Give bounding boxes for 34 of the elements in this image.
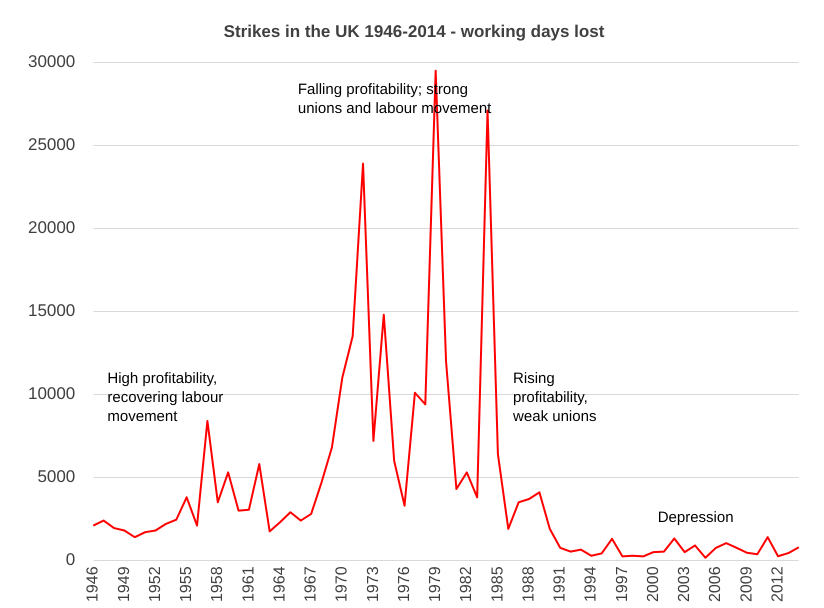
x-tick-label: 1949 (116, 566, 133, 602)
x-tick-label: 1961 (240, 566, 258, 602)
x-tick-label: 2012 (769, 566, 786, 602)
x-tick-label: 1952 (146, 566, 164, 602)
y-tick-label: 30000 (28, 52, 76, 72)
annotation: Depression (658, 509, 734, 526)
y-tick-label: 25000 (28, 135, 76, 154)
chart-title: Strikes in the UK 1946-2014 - working days lost (224, 22, 605, 41)
x-tick-label: 1976 (396, 566, 413, 602)
y-tick-label: 10000 (28, 384, 76, 404)
annotation: Rising profitability, weak unions (512, 370, 596, 425)
x-tick-label: 2000 (644, 566, 662, 602)
annotation: High profitability, recovering labour movement (107, 370, 224, 425)
x-tick-label: 1946 (84, 566, 102, 602)
y-tick-label: 15000 (28, 301, 76, 320)
x-tick-label: 1973 (364, 566, 382, 602)
y-tick-label: 0 (66, 550, 76, 570)
x-tick-label: 1955 (178, 566, 196, 602)
x-tick-label: 1970 (334, 566, 351, 602)
x-tick-label: 1982 (458, 566, 476, 602)
x-tick-label: 1979 (427, 566, 444, 602)
x-tick-label: 1988 (520, 566, 538, 602)
x-tick-label: 2003 (676, 566, 694, 602)
x-tick-label: 2006 (707, 566, 724, 602)
x-tick-label: 1958 (209, 566, 226, 602)
x-tick-label: 1991 (552, 566, 569, 602)
x-tick-label: 1964 (271, 566, 288, 602)
y-tick-label: 20000 (28, 218, 76, 238)
y-tick-label: 5000 (37, 467, 76, 486)
x-tick-label: 1994 (582, 566, 600, 602)
x-tick-label: 2009 (738, 566, 756, 602)
x-tick-label: 1967 (302, 566, 320, 602)
x-tick-label: 1997 (614, 566, 631, 602)
x-tick-label: 1985 (489, 566, 506, 602)
